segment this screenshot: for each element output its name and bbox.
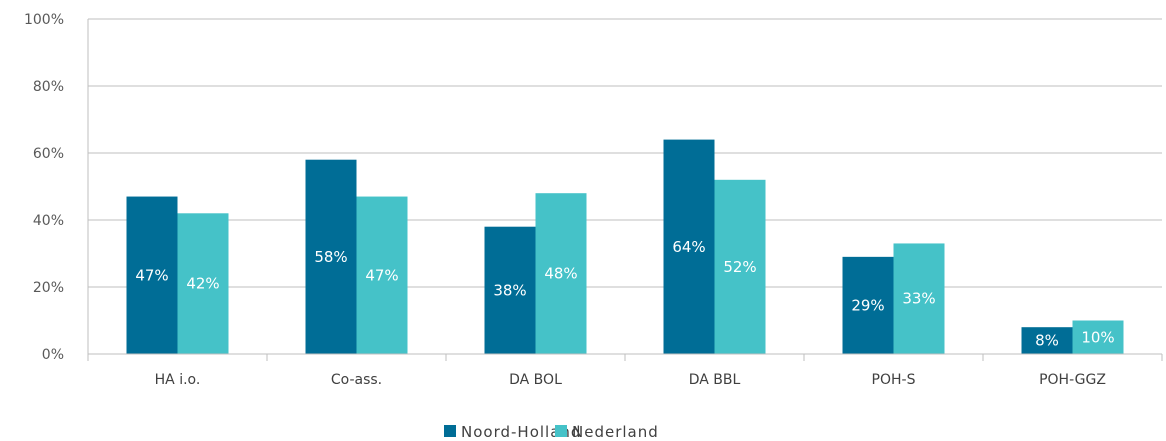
- y-axis-ticks: 0% 20% 40% 60% 80% 100%: [24, 12, 64, 363]
- bar: [484, 226, 536, 354]
- bar: [893, 243, 945, 354]
- x-axis: HA i.o. Co-ass. DA BOL DA BBL POH-S POH-GGZ: [87, 19, 1163, 388]
- data-label: 29%: [851, 296, 884, 314]
- legend-swatch: [444, 425, 456, 437]
- data-label: 64%: [672, 238, 705, 256]
- data-label: 8%: [1035, 332, 1059, 350]
- data-label: 58%: [314, 248, 347, 266]
- data-label: 48%: [544, 265, 577, 283]
- bar: [356, 196, 408, 354]
- data-label: 38%: [493, 281, 526, 299]
- bar: [663, 139, 715, 354]
- y-tick-label: 60%: [33, 146, 64, 162]
- x-tick-label: Co-ass.: [331, 372, 382, 388]
- data-label: 33%: [902, 290, 935, 308]
- data-label: 10%: [1081, 328, 1114, 346]
- bar: [535, 193, 587, 354]
- bar: [1021, 327, 1073, 354]
- legend-label[interactable]: Noord-Holland: [461, 423, 581, 441]
- bar: [1072, 320, 1124, 354]
- x-tick-label: HA i.o.: [155, 372, 201, 388]
- bar: [305, 159, 357, 354]
- y-tick-label: 40%: [33, 213, 64, 229]
- x-tick-label: DA BBL: [689, 372, 741, 388]
- bar: [714, 179, 766, 354]
- y-tick-label: 80%: [33, 79, 64, 95]
- legend-label[interactable]: Nederland: [572, 423, 659, 441]
- bar: [842, 256, 894, 354]
- data-label: 47%: [135, 266, 168, 284]
- y-tick-label: 0%: [42, 347, 64, 363]
- bar: [177, 213, 229, 354]
- bar: [126, 196, 178, 354]
- x-tick-label: DA BOL: [509, 372, 562, 388]
- data-label: 42%: [186, 275, 219, 293]
- bars: [126, 139, 1124, 354]
- data-labels: 47% 42% 58% 47% 38% 48% 64% 52% 29% 33% 8% 10%: [135, 238, 1114, 350]
- y-tick-label: 20%: [33, 280, 64, 296]
- legend-swatch: [555, 425, 567, 437]
- data-label: 52%: [723, 258, 756, 276]
- x-tick-label: POH-S: [872, 372, 916, 388]
- y-tick-label: 100%: [24, 12, 64, 28]
- gridlines: [88, 18, 1162, 288]
- data-label: 47%: [365, 266, 398, 284]
- x-tick-label: POH-GGZ: [1039, 372, 1106, 388]
